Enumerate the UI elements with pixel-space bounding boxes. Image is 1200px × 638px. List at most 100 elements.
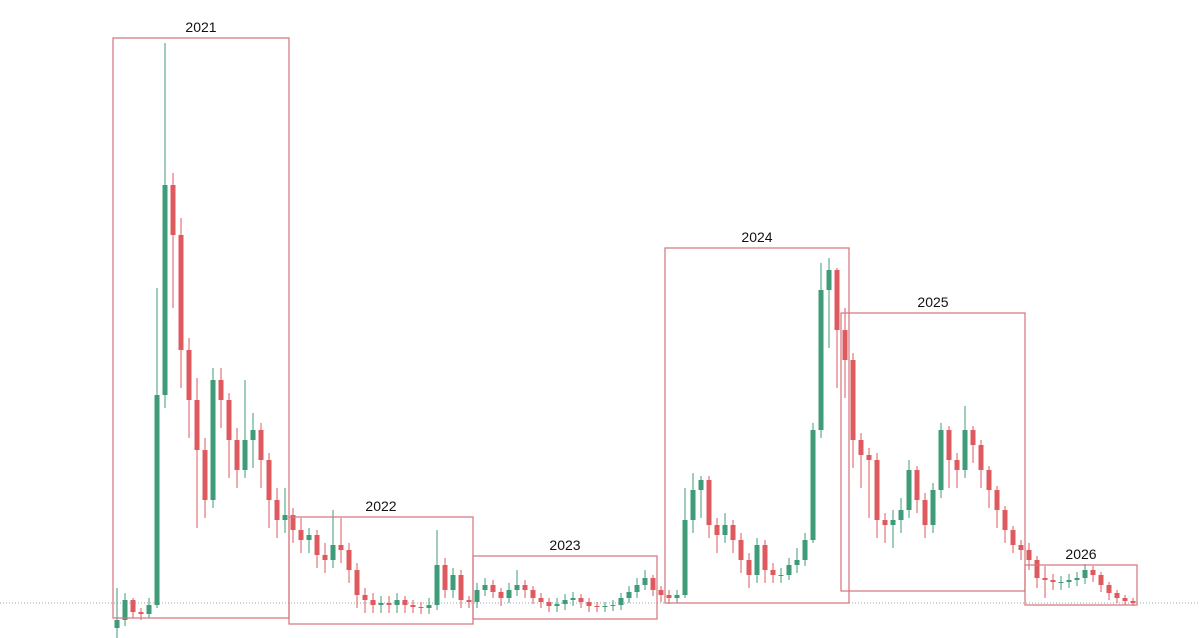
candle-body xyxy=(706,480,712,525)
candle-body xyxy=(338,545,344,550)
candle-body xyxy=(482,585,488,590)
candle-body xyxy=(570,598,576,600)
candle-body xyxy=(794,560,800,565)
candle-body xyxy=(298,530,304,540)
candle-body xyxy=(1010,530,1016,545)
candle-body xyxy=(1026,550,1032,560)
candle-body xyxy=(770,570,776,575)
candle-body xyxy=(410,605,416,607)
candle-body xyxy=(754,545,760,575)
candle-body xyxy=(914,470,920,500)
candle-body xyxy=(266,460,272,500)
year-label: 2021 xyxy=(185,19,216,35)
candle-body xyxy=(1058,582,1064,583)
candle-body xyxy=(1090,570,1096,575)
candle-body xyxy=(946,430,952,460)
candle-body xyxy=(922,500,928,525)
candle-body xyxy=(458,575,464,600)
candle-body xyxy=(522,585,528,590)
candle-body xyxy=(994,490,1000,510)
candle-body xyxy=(762,545,768,570)
year-label: 2024 xyxy=(741,229,772,245)
candle-body xyxy=(530,590,536,598)
candle-body xyxy=(626,592,632,598)
candle-body xyxy=(474,590,480,602)
candle-body xyxy=(1106,585,1112,593)
candle-body xyxy=(1098,575,1104,585)
candle-body xyxy=(930,490,936,525)
candle-body xyxy=(682,520,688,595)
candle-body xyxy=(1074,578,1080,580)
candle-body xyxy=(738,540,744,560)
candle-body xyxy=(714,525,720,535)
candle-body xyxy=(1018,545,1024,550)
candle-body xyxy=(138,612,144,614)
candle-body xyxy=(258,430,264,460)
candle-body xyxy=(202,450,208,500)
candle-body xyxy=(786,565,792,575)
candle-body xyxy=(250,430,256,440)
candle-body xyxy=(698,480,704,490)
year-box xyxy=(664,247,850,604)
candle-body xyxy=(658,590,664,595)
candle-body xyxy=(898,510,904,520)
candle-body xyxy=(986,470,992,490)
year-label: 2025 xyxy=(917,294,948,310)
candle-body xyxy=(274,500,280,520)
year-box xyxy=(472,555,658,620)
candle-body xyxy=(170,185,176,235)
candle-body xyxy=(418,607,424,608)
candle-body xyxy=(130,600,136,612)
candle-body xyxy=(546,602,552,606)
candle-body xyxy=(1114,593,1120,598)
candle-body xyxy=(234,440,240,470)
candle-body xyxy=(970,430,976,445)
candle-body xyxy=(690,490,696,520)
candle-body xyxy=(826,270,832,290)
candle-body xyxy=(514,585,520,590)
candle-body xyxy=(778,575,784,576)
candle-body xyxy=(906,470,912,510)
candle-body xyxy=(818,290,824,430)
candle-body xyxy=(858,440,864,455)
candle-body xyxy=(850,360,856,440)
candle-body xyxy=(554,604,560,606)
candle-body xyxy=(450,575,456,590)
candle-body xyxy=(490,585,496,592)
candle-body xyxy=(810,430,816,540)
candle-body xyxy=(282,515,288,520)
candle-body xyxy=(314,535,320,555)
year-box xyxy=(1024,564,1138,606)
candle-body xyxy=(242,440,248,470)
candle-body xyxy=(290,515,296,530)
candle-body xyxy=(498,592,504,598)
candle-body xyxy=(1066,580,1072,582)
candle-body xyxy=(402,600,408,605)
candle-body xyxy=(538,598,544,602)
candle-body xyxy=(1082,570,1088,578)
candle-body xyxy=(1130,601,1136,603)
candle-body xyxy=(642,578,648,585)
candle-body xyxy=(162,185,168,395)
year-label: 2026 xyxy=(1065,546,1096,562)
candle-body xyxy=(370,600,376,605)
candle-body xyxy=(506,590,512,598)
candle-body xyxy=(442,565,448,590)
candle-body xyxy=(594,606,600,607)
year-label: 2022 xyxy=(365,498,396,514)
candle-body xyxy=(978,445,984,470)
candle-body xyxy=(194,400,200,450)
candle-body xyxy=(1050,580,1056,582)
candle-body xyxy=(186,350,192,400)
candle-body xyxy=(306,535,312,540)
candle-body xyxy=(346,550,352,570)
candle-body xyxy=(962,430,968,470)
candle-body xyxy=(386,603,392,605)
candle-body xyxy=(890,520,896,525)
candle-body xyxy=(394,600,400,605)
candle-body xyxy=(586,602,592,606)
candle-body xyxy=(226,400,232,440)
candle-body xyxy=(730,525,736,540)
candle-body xyxy=(122,600,128,620)
